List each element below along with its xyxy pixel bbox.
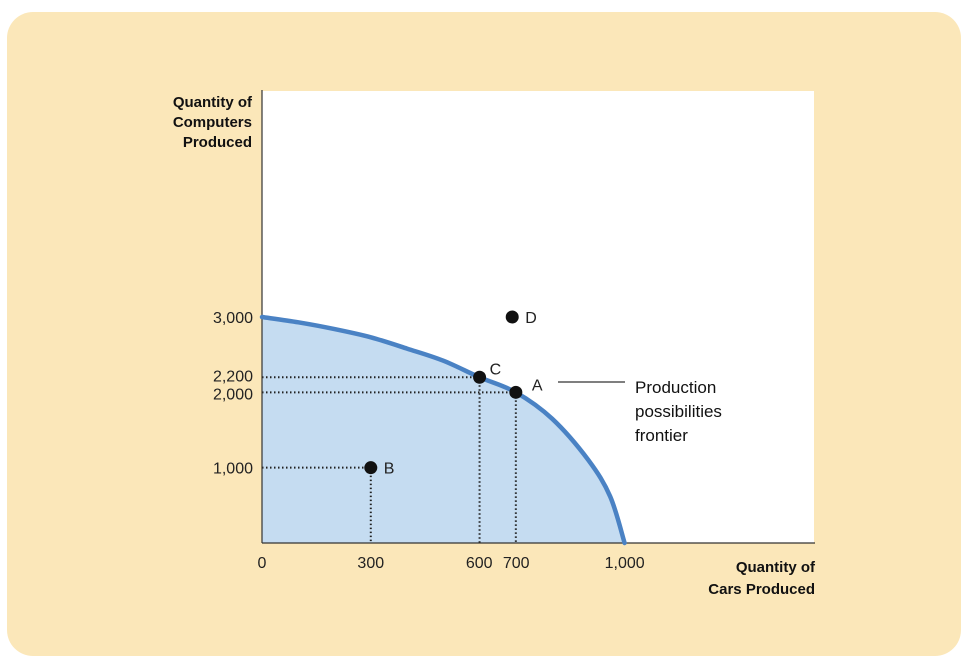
- x-axis-title-line: Quantity of: [735, 559, 815, 576]
- x-axis-title: Quantity of Cars Produced: [640, 557, 815, 601]
- point-label: A: [532, 377, 543, 394]
- point-label: B: [384, 461, 395, 478]
- data-points: A B C D: [364, 310, 543, 478]
- y-tick-label: 2,200: [213, 368, 253, 385]
- point-a: [509, 385, 523, 399]
- y-axis-title-line: Quantity of: [172, 94, 252, 111]
- frontier-annotation: Production possibilities frontier: [635, 376, 765, 448]
- y-tick-label: 1,000: [213, 461, 253, 478]
- x-tick-label: 300: [357, 555, 384, 572]
- y-tick-label: 2,000: [213, 386, 253, 403]
- y-tick-label: 3,000: [213, 310, 253, 327]
- point-label: D: [525, 310, 537, 327]
- point-c: [473, 370, 487, 384]
- frontier-fill: [262, 317, 625, 543]
- x-tick-label: 0: [258, 555, 267, 572]
- x-tick-label: 600: [466, 555, 493, 572]
- point-label: C: [490, 361, 502, 378]
- x-tick-label: 700: [503, 555, 530, 572]
- point-b: [364, 461, 378, 475]
- x-tick-label: 1,000: [605, 555, 645, 572]
- y-axis-title-line: Produced: [182, 134, 252, 151]
- x-axis-title-line: Cars Produced: [708, 581, 815, 598]
- annotation-line: Production: [635, 378, 717, 397]
- point-d: [505, 310, 519, 324]
- frontier-curve: [259, 314, 627, 546]
- y-axis-title-line: Computers: [172, 114, 252, 131]
- x-tick-labels: 0 300 600 700 1,000: [258, 555, 645, 572]
- annotation-line: possibilities: [635, 402, 722, 421]
- annotation-line: frontier: [635, 426, 688, 445]
- y-axis-title: Quantity of Computers Produced: [120, 93, 252, 153]
- guide-lines: [262, 376, 517, 543]
